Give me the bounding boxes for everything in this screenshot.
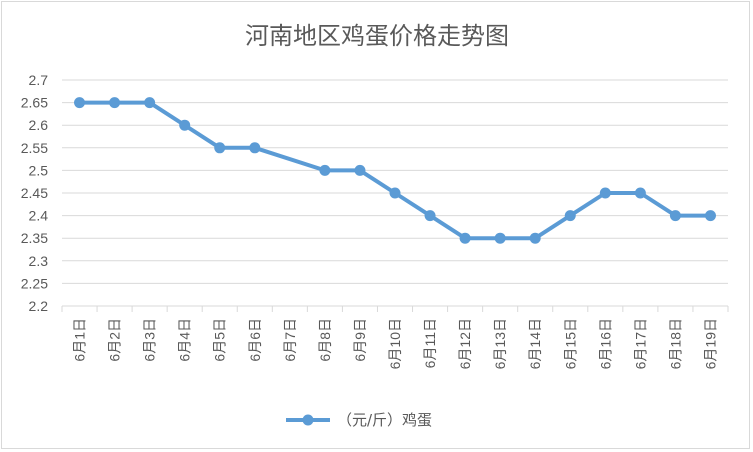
data-point <box>354 164 366 176</box>
x-tick-label: 6月7日 <box>282 318 298 362</box>
series-line <box>77 100 713 241</box>
y-tick-label: 2.7 <box>29 72 49 88</box>
y-tick-label: 2.45 <box>21 185 48 201</box>
y-tick-label: 2.6 <box>29 117 49 133</box>
x-tick-label: 6月9日 <box>352 318 368 362</box>
x-tick-label: 6月2日 <box>107 318 123 362</box>
y-tick-label: 2.5 <box>29 162 49 178</box>
data-point <box>669 210 681 222</box>
y-tick-label: 2.2 <box>29 298 49 314</box>
legend: （元/斤）鸡蛋 <box>286 411 432 429</box>
data-point <box>389 187 401 199</box>
data-point <box>529 232 541 244</box>
data-point <box>109 97 121 109</box>
y-tick-label: 2.3 <box>29 253 49 269</box>
x-tick-label: 6月17日 <box>632 318 648 369</box>
x-tick-label: 6月19日 <box>702 318 718 369</box>
series-layer <box>74 97 716 244</box>
data-point <box>704 210 716 222</box>
y-axis-tick-labels: 2.2 2.25 2.3 2.35 2.4 2.45 2.5 2.55 2.6 2.65 2.7 <box>21 72 48 314</box>
x-tick-label: 6月4日 <box>177 318 193 362</box>
data-point <box>459 232 471 244</box>
x-tick-label: 6月3日 <box>142 318 158 362</box>
x-tick-label: 6月6日 <box>247 318 263 362</box>
x-tick-label: 6月18日 <box>667 318 683 369</box>
x-tick-label: 6月1日 <box>72 318 88 362</box>
data-point <box>599 187 611 199</box>
data-point <box>564 210 576 222</box>
x-axis-tick-labels: 6月1日 6月2日 6月3日 6月4日 6月5日 6月6日 6月7日 6月8日 6月9日 6月10… <box>72 318 719 369</box>
data-point <box>424 210 436 222</box>
y-tick-label: 2.65 <box>21 95 48 111</box>
data-point <box>319 164 331 176</box>
data-point <box>634 187 646 199</box>
chart-title: 河南地区鸡蛋价格走势图 <box>245 22 509 50</box>
y-tick-label: 2.35 <box>21 230 48 246</box>
x-tick-label: 6月10日 <box>387 318 403 369</box>
x-tick-label: 6月16日 <box>597 318 613 369</box>
x-tick-label: 6月14日 <box>527 318 543 369</box>
data-point <box>144 97 156 109</box>
y-tick-label: 2.25 <box>21 275 48 291</box>
data-point <box>74 97 86 109</box>
x-tick-label: 6月5日 <box>212 318 228 362</box>
x-tick-label: 6月12日 <box>457 318 473 369</box>
data-point <box>179 119 191 131</box>
x-tick-label: 6月8日 <box>317 318 333 362</box>
legend-marker <box>302 414 314 426</box>
data-point <box>249 142 261 154</box>
data-point <box>494 232 506 244</box>
x-tick-label: 6月11日 <box>422 318 438 368</box>
x-tick-label: 6月15日 <box>562 318 578 369</box>
data-point <box>214 142 226 154</box>
legend-label: （元/斤）鸡蛋 <box>337 411 432 429</box>
y-tick-label: 2.55 <box>21 140 48 156</box>
y-tick-label: 2.4 <box>29 208 49 224</box>
x-tick-label: 6月13日 <box>492 318 508 369</box>
